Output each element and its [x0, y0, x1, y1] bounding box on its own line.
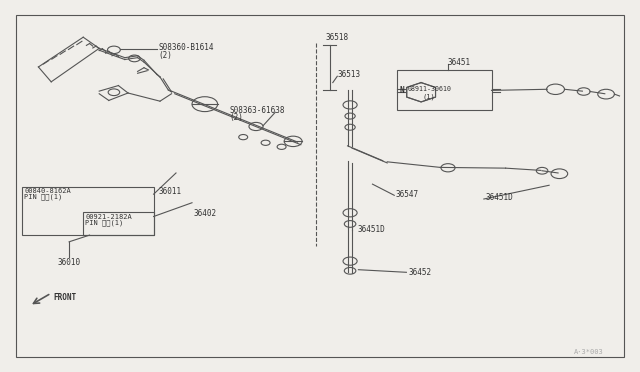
- Text: (1): (1): [422, 93, 435, 100]
- Text: 36518: 36518: [325, 33, 348, 42]
- Text: 36547: 36547: [396, 190, 419, 199]
- Text: FRONT: FRONT: [54, 293, 77, 302]
- Text: A·3*003: A·3*003: [574, 349, 604, 355]
- Text: 36513: 36513: [338, 70, 361, 79]
- Text: (2): (2): [229, 113, 243, 122]
- Text: 00921-2182A: 00921-2182A: [85, 214, 132, 219]
- Text: N: N: [399, 86, 404, 94]
- Text: S08360-B1614: S08360-B1614: [159, 43, 214, 52]
- Text: 36011: 36011: [159, 187, 182, 196]
- Polygon shape: [406, 83, 436, 102]
- Text: 00840-8162A: 00840-8162A: [24, 188, 71, 194]
- Bar: [22, 187, 154, 235]
- Circle shape: [547, 84, 564, 94]
- Circle shape: [343, 101, 357, 109]
- Text: 08911-30610: 08911-30610: [408, 86, 452, 92]
- Text: 36451: 36451: [448, 58, 471, 67]
- Circle shape: [192, 97, 218, 112]
- Text: (2): (2): [159, 51, 173, 60]
- Text: 36451D: 36451D: [357, 225, 385, 234]
- Text: PIN ピン(1): PIN ピン(1): [85, 219, 124, 226]
- Circle shape: [441, 164, 455, 172]
- Text: 36451D: 36451D: [485, 193, 513, 202]
- Circle shape: [343, 257, 357, 265]
- Circle shape: [284, 136, 302, 147]
- Text: 36010: 36010: [58, 258, 81, 267]
- Text: 36402: 36402: [193, 209, 216, 218]
- Bar: [397, 70, 492, 110]
- Circle shape: [343, 209, 357, 217]
- Text: 36452: 36452: [408, 268, 431, 277]
- Text: PIN ピン(1): PIN ピン(1): [24, 193, 63, 200]
- Text: S08363-61638: S08363-61638: [229, 106, 285, 115]
- Bar: [83, 212, 154, 235]
